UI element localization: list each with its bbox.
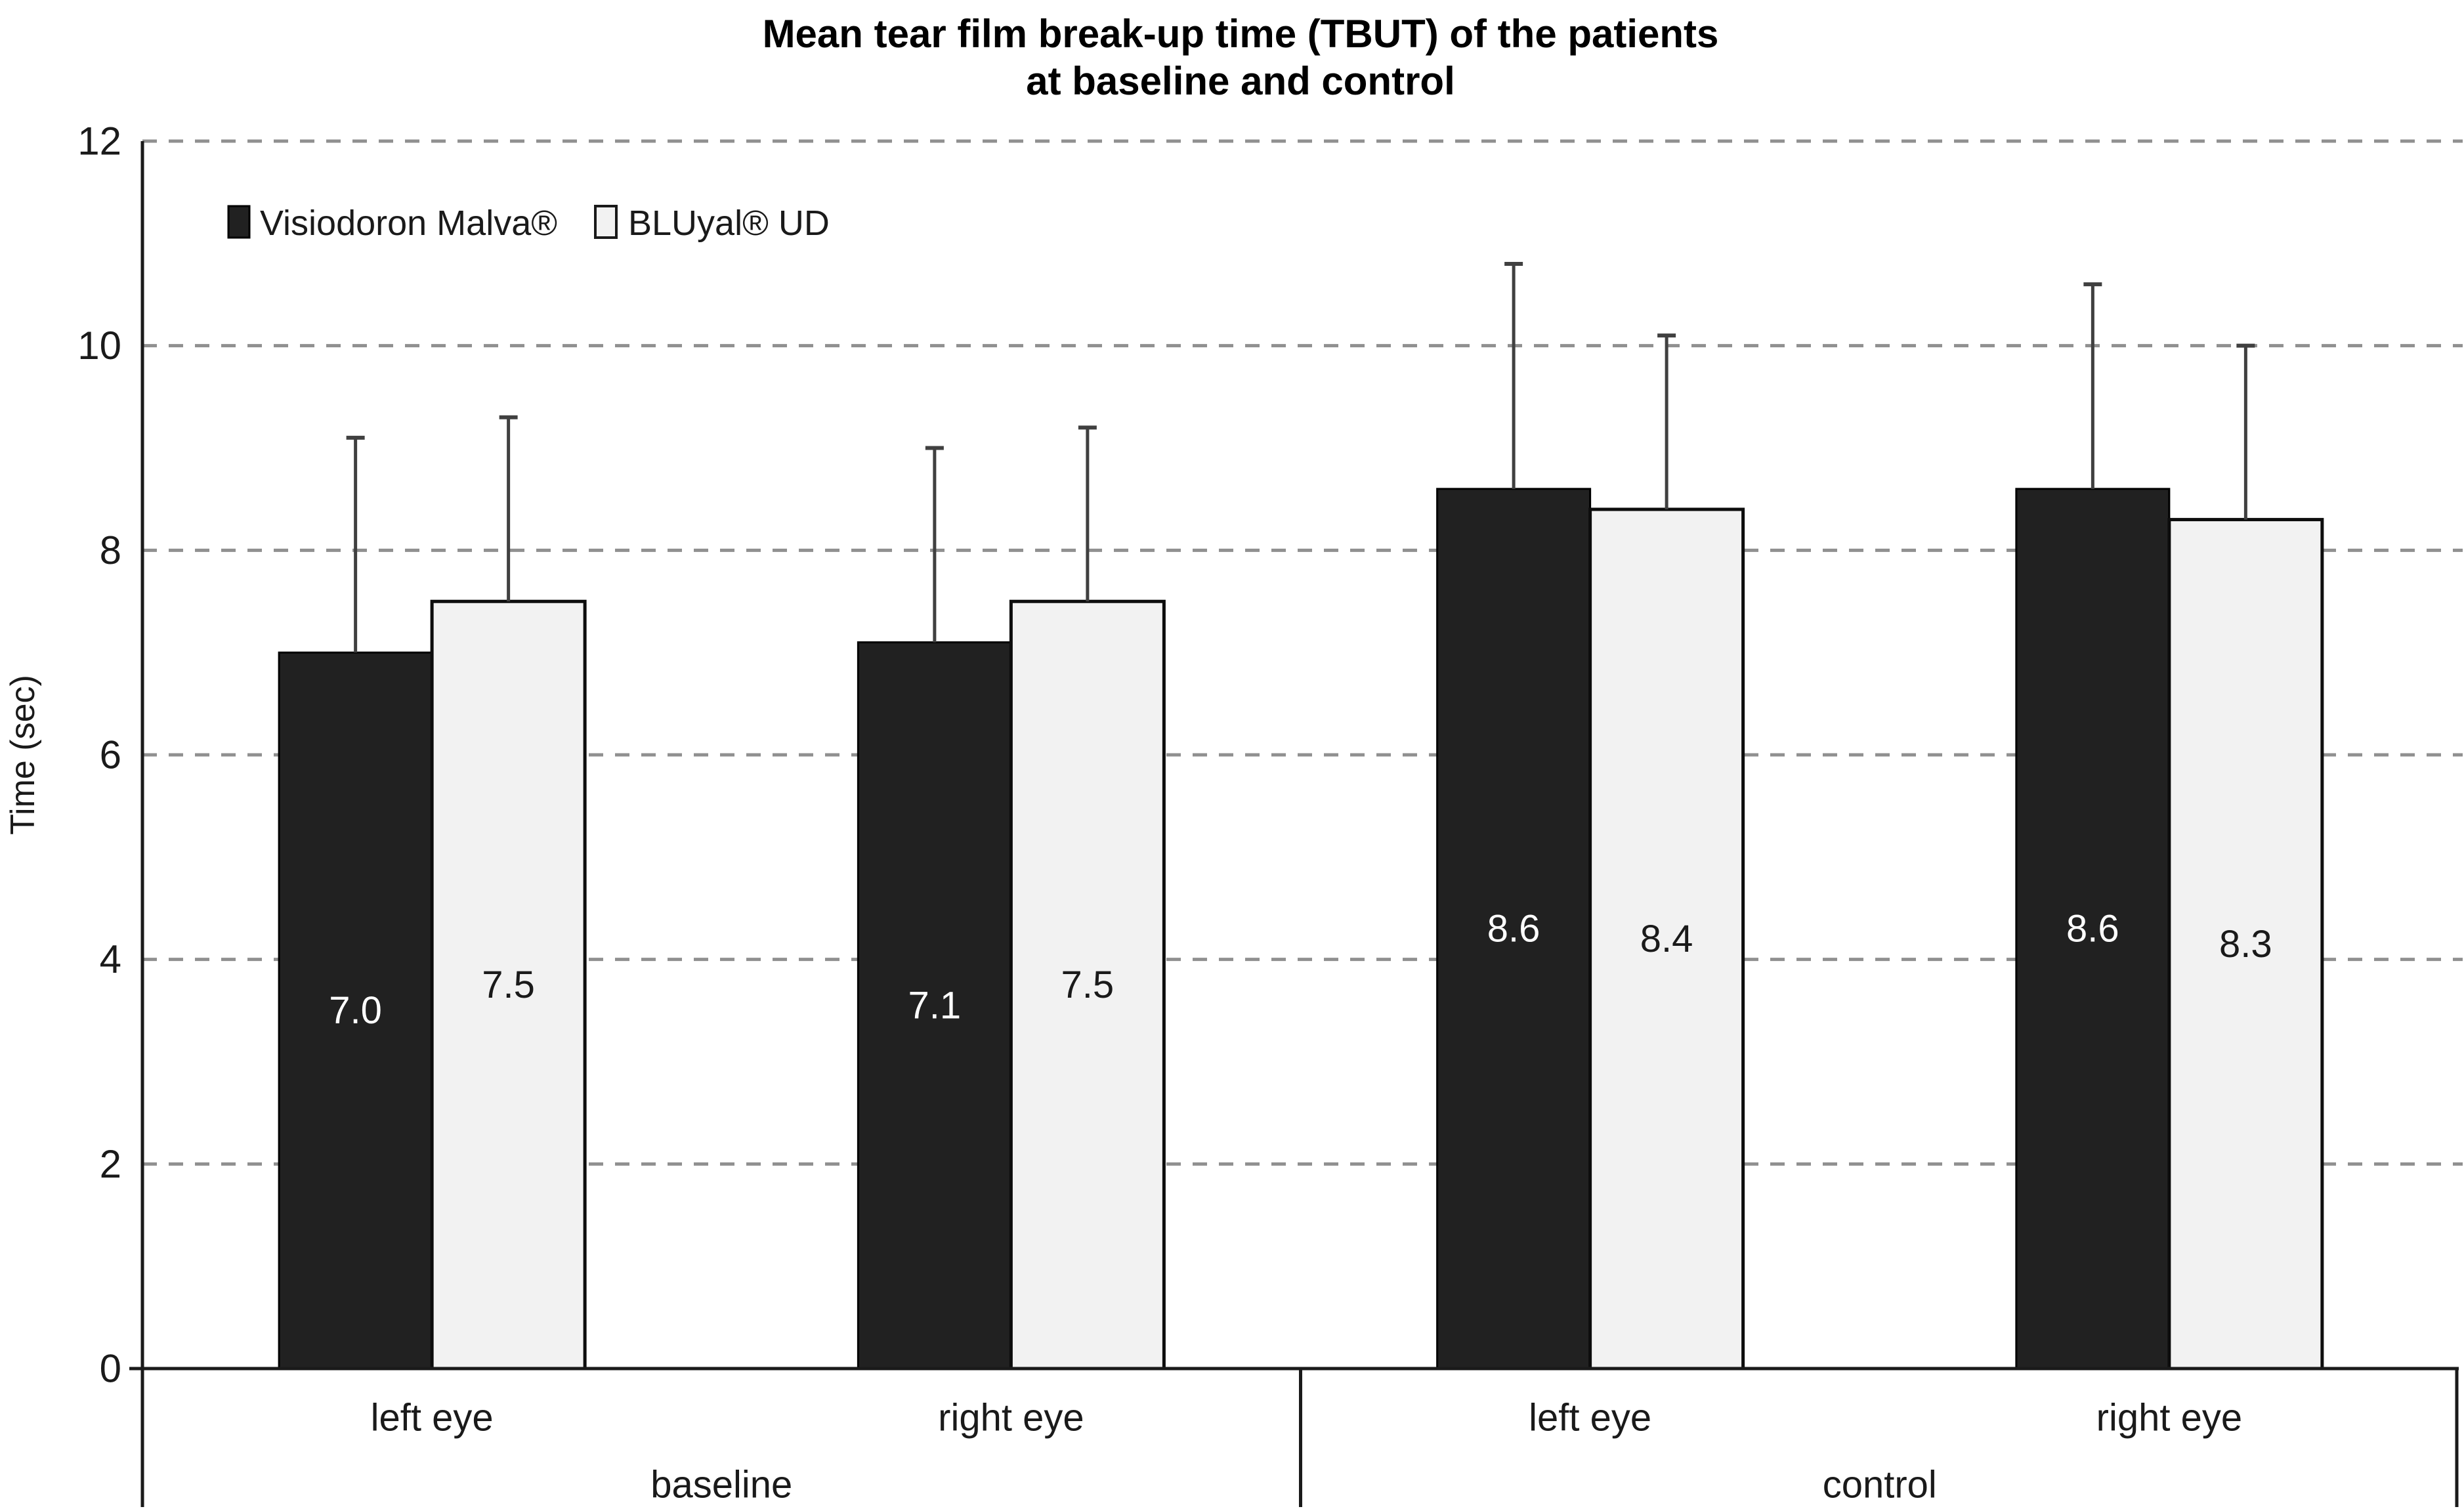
- y-axis-title: Time (sec): [4, 675, 42, 835]
- bar: [1588, 507, 1745, 1371]
- legend-label-series2: BLUyal® UD: [628, 203, 830, 243]
- y-tick-label: 8: [100, 528, 121, 572]
- category-label: right eye: [2096, 1397, 2242, 1439]
- chart-title-line-1: Mean tear film break-up time (TBUT) of t…: [763, 12, 1719, 56]
- category-label: left eye: [371, 1397, 494, 1439]
- bar-value-label: 8.4: [1640, 918, 1693, 960]
- bar-value-label: 8.6: [2066, 907, 2119, 950]
- legend: Visiodoron Malva® BLUyal® UD: [227, 203, 830, 243]
- y-tick-label: 4: [100, 937, 121, 981]
- bar-value-label: 7.1: [908, 984, 962, 1027]
- plot-area: 0 2 4 6 8 10 12 7.0 7.1 8.6 8.6 7.5 7.5 8.4 8.3 left ey…: [77, 119, 2463, 1507]
- y-tick-label: 2: [100, 1142, 121, 1186]
- bar-value-label: 7.0: [329, 989, 382, 1032]
- bar-value-label: 7.5: [482, 964, 535, 1006]
- y-tick-label: 10: [77, 324, 121, 368]
- category-label: left eye: [1529, 1397, 1651, 1439]
- group-label: baseline: [650, 1464, 792, 1506]
- y-tick-label: 0: [100, 1347, 121, 1391]
- y-tick-label: 12: [77, 119, 121, 163]
- group-label: control: [1823, 1464, 1937, 1506]
- bar-value-label: 8.3: [2219, 923, 2272, 966]
- chart-title-line-2: at baseline and control: [1026, 59, 1455, 103]
- legend-label-series1: Visiodoron Malva®: [260, 203, 557, 243]
- category-label: right eye: [938, 1397, 1084, 1439]
- bar: [278, 651, 433, 1370]
- bar-value-label: 7.5: [1061, 964, 1115, 1006]
- y-tick-label: 6: [100, 733, 121, 777]
- legend-swatch-series1: [227, 205, 251, 239]
- bar-value-label: 8.6: [1487, 907, 1540, 950]
- bar: [1436, 488, 1592, 1370]
- legend-swatch-series2: [594, 205, 618, 239]
- bar: [430, 599, 587, 1371]
